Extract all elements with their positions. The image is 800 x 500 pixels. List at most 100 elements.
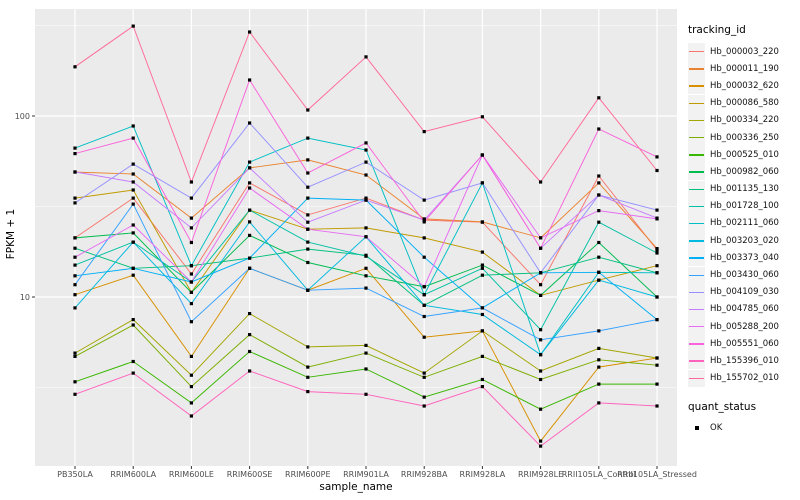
data-point (422, 285, 426, 289)
x-tick-label: RRIM600PE (285, 470, 331, 479)
legend-key-swatch (688, 111, 705, 129)
data-point (364, 226, 368, 230)
data-point (597, 209, 601, 213)
legend-item: Hb_000982_060 (688, 163, 800, 181)
data-point (306, 260, 310, 265)
data-point (539, 293, 543, 297)
legend-item: Hb_001728_100 (688, 197, 800, 215)
black-square-marker (694, 426, 699, 431)
data-point (131, 223, 135, 227)
data-point (131, 188, 135, 192)
data-point (131, 231, 135, 235)
data-point (655, 382, 659, 386)
data-point (597, 181, 601, 185)
data-point (364, 266, 368, 270)
quant-status-item: OK (688, 420, 800, 437)
data-point (306, 108, 310, 112)
data-point (480, 354, 484, 358)
data-point (422, 303, 426, 307)
data-point (189, 414, 193, 418)
data-point (422, 236, 426, 240)
x-tick-label: RRIM928LA (460, 470, 506, 479)
data-point (189, 226, 193, 230)
data-point (248, 30, 252, 34)
y-tick-label: 10 (20, 293, 30, 302)
data-point (655, 318, 659, 322)
legend-label: Hb_000334_220 (710, 115, 779, 126)
legend-label: Hb_000982_060 (710, 166, 779, 177)
data-point (73, 152, 77, 156)
data-point (655, 251, 659, 255)
data-point (480, 312, 484, 317)
legend-item: Hb_000011_190 (688, 60, 800, 78)
data-point (248, 186, 252, 190)
legend-key-swatch (688, 180, 705, 198)
data-point (131, 318, 135, 322)
data-point (597, 382, 601, 386)
legend-key-swatch (688, 197, 705, 215)
data-point (539, 180, 543, 184)
legend-label: Hb_004109_030 (710, 287, 779, 298)
data-point (306, 213, 310, 217)
data-point (73, 246, 77, 250)
data-point (189, 401, 193, 405)
data-point (480, 329, 484, 333)
legend-item: Hb_001135_130 (688, 180, 800, 198)
data-point (248, 233, 252, 237)
data-point (306, 247, 310, 251)
data-point (655, 363, 659, 367)
legend-color-line (689, 360, 704, 362)
data-point (597, 127, 601, 131)
data-point (73, 380, 77, 384)
data-point (480, 250, 484, 254)
legend-item: Hb_004785_060 (688, 300, 800, 318)
legend-color-line (689, 188, 704, 190)
legend-item: Hb_000525_010 (688, 146, 800, 164)
data-point (306, 345, 310, 349)
data-point (73, 293, 77, 297)
data-point (539, 271, 543, 275)
data-point (248, 266, 252, 270)
legend-label: Hb_003430_060 (710, 270, 779, 281)
legend-key-swatch (688, 318, 705, 336)
data-point (655, 264, 659, 268)
data-point (131, 162, 135, 166)
data-point (539, 236, 543, 240)
data-point (73, 351, 77, 355)
data-point (189, 354, 193, 358)
data-point (597, 278, 601, 282)
data-point (189, 320, 193, 324)
data-point (422, 293, 426, 297)
legend-item: Hb_000336_250 (688, 129, 800, 147)
legend-color-line (689, 68, 704, 70)
data-point (306, 288, 310, 292)
legend-key-swatch (688, 77, 705, 95)
data-point (655, 208, 659, 212)
legend-title-quant-status: quant_status (688, 400, 757, 413)
legend-color-line (689, 240, 704, 242)
legend-label: Hb_005551_060 (710, 338, 779, 349)
data-point (306, 375, 310, 379)
legend-item: Hb_004109_030 (688, 283, 800, 301)
data-point (306, 196, 310, 200)
data-point (422, 220, 426, 224)
x-tick-label: RRII105LA_Control (562, 470, 636, 479)
data-point (73, 255, 77, 259)
data-point (597, 365, 601, 369)
data-point (539, 246, 543, 250)
data-point (364, 343, 368, 347)
data-point (73, 146, 77, 150)
legend-title-tracking-id: tracking_id (688, 24, 746, 36)
x-tick-label: RRIM928LE (518, 470, 563, 479)
legend-item: Hb_000086_580 (688, 94, 800, 112)
x-tick-label: RRIM901LA (343, 470, 389, 479)
data-point (422, 130, 426, 134)
data-point (422, 218, 426, 222)
legend-color-line (689, 377, 704, 380)
legend-color-line (689, 51, 704, 53)
data-point (131, 124, 135, 128)
data-point (655, 295, 659, 299)
data-point (364, 160, 368, 164)
data-point (655, 217, 659, 221)
